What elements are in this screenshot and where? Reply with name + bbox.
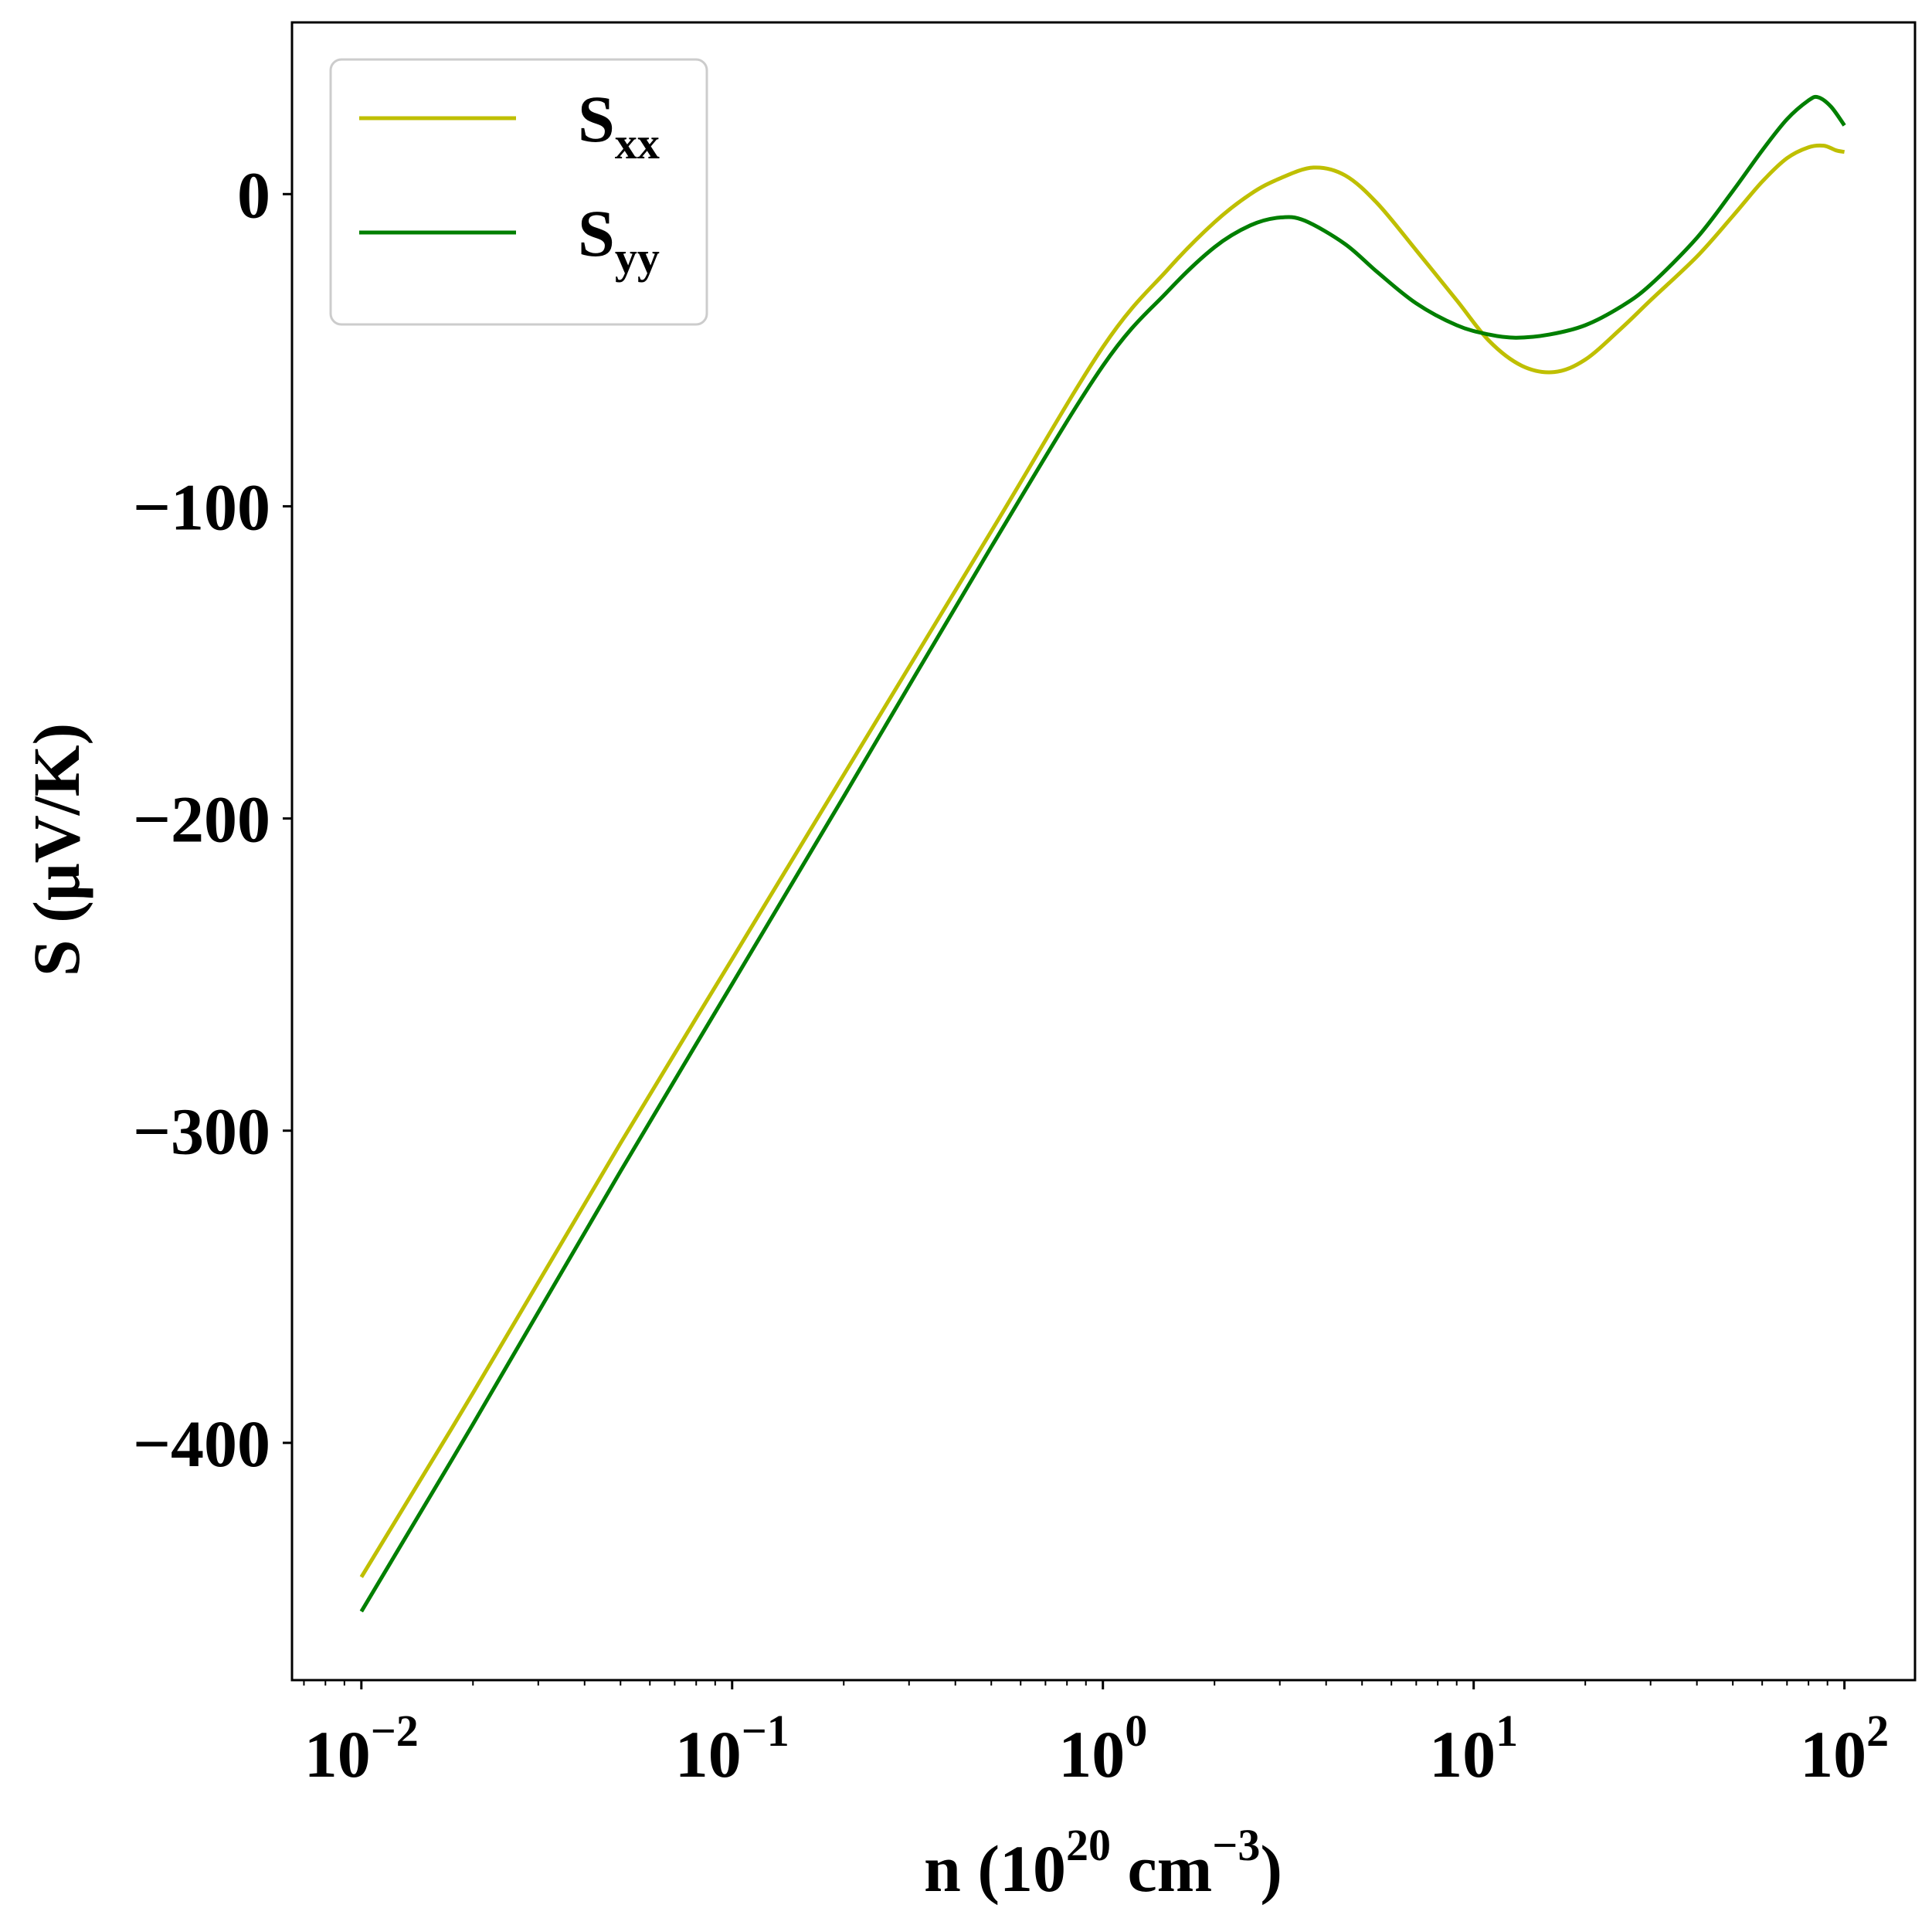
series-line-sxx (359, 143, 1845, 1578)
x-axis-title-end: ) (1260, 1832, 1282, 1906)
legend-box (329, 58, 708, 326)
y-tick-label: −100 (133, 470, 270, 544)
x-tick-label: 10−1 (675, 1706, 789, 1791)
x-axis-ticks: 10−2 10−1 100 101 102 (303, 1680, 1889, 1791)
x-tick-label-base: 10 (304, 1717, 371, 1791)
y-tick-label: −300 (133, 1095, 270, 1169)
y-tick-label: −400 (133, 1407, 270, 1481)
series-line-syy (359, 94, 1846, 1613)
y-tick-label: −200 (133, 783, 270, 857)
x-tick-label-exp: 2 (1866, 1706, 1889, 1756)
legend-label-syy-name: S (578, 196, 615, 270)
x-tick-label-exp: −1 (742, 1706, 789, 1756)
y-tick-label: 0 (237, 158, 270, 232)
x-axis-title-exp1: 20 (1066, 1820, 1111, 1870)
legend-label-sxx-name: S (578, 82, 615, 156)
y-axis-title: S (μV/K) (19, 723, 93, 976)
x-axis-title-base: n (10 (924, 1832, 1066, 1906)
legend-label-syy: Syy (578, 196, 660, 283)
plot-area (359, 94, 1846, 1613)
x-axis-title: n (1020 cm−3) (924, 1820, 1282, 1906)
x-tick-label: 10−2 (304, 1706, 419, 1791)
x-tick-label: 102 (1800, 1706, 1889, 1791)
x-tick-label-exp: 1 (1496, 1706, 1518, 1756)
x-tick-label-base: 10 (1429, 1717, 1496, 1791)
x-tick-label-base: 10 (675, 1717, 742, 1791)
legend-label-sxx: Sxx (578, 82, 660, 168)
x-tick-label-exp: −2 (371, 1706, 419, 1756)
x-tick-label-base: 10 (1800, 1717, 1866, 1791)
x-tick-label: 100 (1058, 1706, 1147, 1791)
x-tick-label: 101 (1429, 1706, 1518, 1791)
y-axis-ticks: 0 −100 −200 −300 −400 (133, 158, 292, 1481)
x-tick-label-exp: 0 (1125, 1706, 1147, 1756)
legend-label-syy-sub: yy (615, 233, 660, 283)
legend: Sxx Syy (329, 58, 708, 326)
x-tick-label-base: 10 (1058, 1717, 1125, 1791)
x-axis-title-mid: cm (1111, 1832, 1212, 1906)
legend-label-sxx-sub: xx (615, 118, 660, 168)
x-axis-title-exp2: −3 (1212, 1820, 1260, 1870)
